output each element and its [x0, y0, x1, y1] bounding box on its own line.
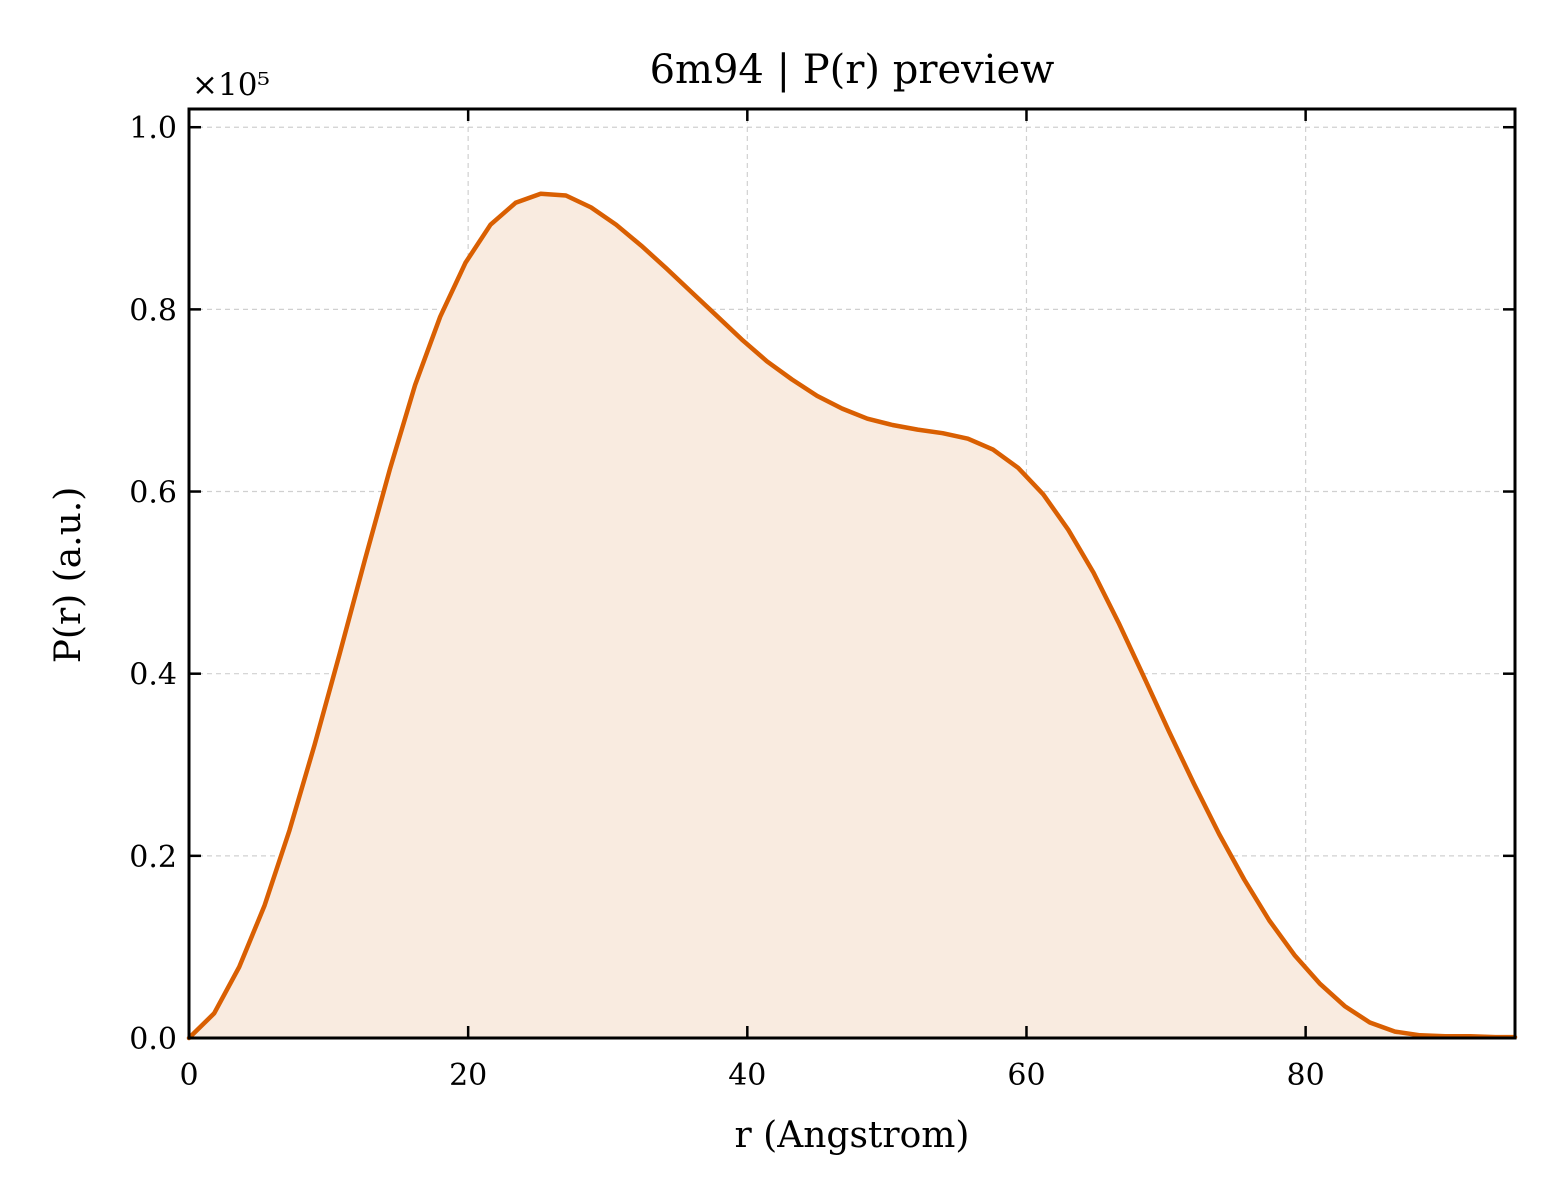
y-axis-label: P(r) (a.u.) — [48, 487, 89, 664]
y-tick-label: 0.6 — [129, 476, 177, 511]
x-axis-label: r (Angstrom) — [735, 1115, 970, 1156]
x-tick-label: 20 — [449, 1058, 487, 1093]
ticks: 0 20 40 60 80 0.0 0.2 0.4 0.6 0.8 1.0 — [129, 109, 1515, 1093]
x-tick-label: 80 — [1287, 1058, 1325, 1093]
y-tick-label: 0.8 — [129, 293, 177, 328]
y-tick-label: 0.0 — [129, 1022, 177, 1057]
chart-title: 6m94 | P(r) preview — [650, 47, 1055, 93]
plot-frame — [187, 107, 1517, 1040]
x-tick-label: 40 — [728, 1058, 766, 1093]
x-tick-label: 60 — [1007, 1058, 1045, 1093]
y-tick-label: 1.0 — [129, 111, 177, 146]
y-offset-text: ×10⁵ — [192, 67, 270, 103]
x-tick-label: 0 — [179, 1058, 198, 1093]
y-tick-label: 0.2 — [129, 840, 177, 875]
series-line — [186, 191, 1518, 1041]
y-tick-label: 0.4 — [129, 658, 177, 693]
series-area-fill — [189, 193, 1515, 1038]
